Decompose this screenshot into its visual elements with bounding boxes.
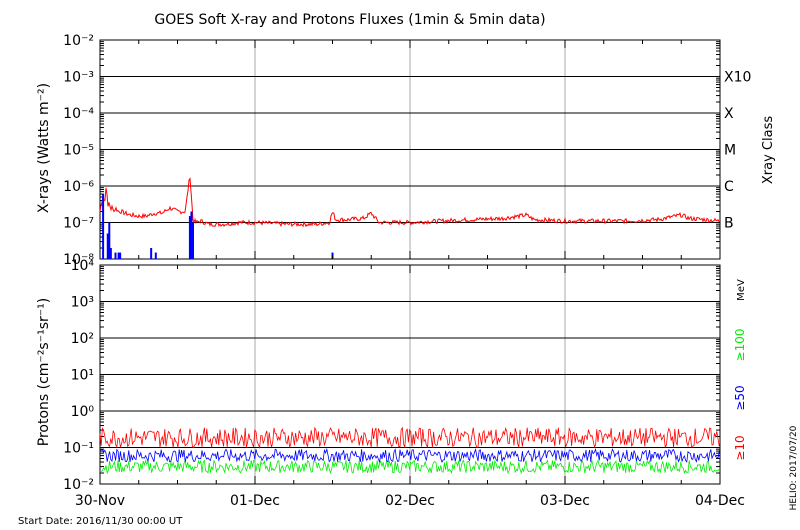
proton-series-0 <box>99 426 720 449</box>
proton-tick-label: 10³ <box>71 295 94 311</box>
xray-tick-label: 10⁻⁶ <box>63 179 94 195</box>
proton-series-1 <box>99 447 720 464</box>
mev-label: MeV <box>736 279 747 301</box>
time-tick-label: 30-Nov <box>75 493 125 509</box>
xray-ylabel: X-rays (Watts m⁻²) <box>36 83 52 213</box>
xray-class-label: Xray Class <box>761 116 776 184</box>
time-axis: 30-Nov 01-Dec 02-Dec 03-Dec 04-Dec <box>75 40 745 509</box>
chart-title: GOES Soft X-ray and Protons Fluxes (1min… <box>154 12 545 28</box>
proton-tick-label: 10⁻¹ <box>63 441 94 457</box>
proton-tick-label: 10⁻² <box>63 477 94 493</box>
xray-class-c: C <box>724 179 734 195</box>
start-date: Start Date: 2016/11/30 00:00 UT <box>18 516 183 527</box>
xray-panel: 10⁻⁸ 10⁻⁷ 10⁻⁶ 10⁻⁵ 10⁻⁴ 10⁻³ 10⁻² B C M X X10 <box>63 33 751 268</box>
xray-tick-label: 10⁻³ <box>63 70 94 86</box>
proton-ylabel: Protons (cm⁻²s⁻¹sr⁻¹) <box>36 298 52 447</box>
xray-tick-label: 10⁻⁵ <box>63 143 94 159</box>
xray-tick-label: 10⁻² <box>63 33 94 49</box>
xray-tick-label: 10⁻⁴ <box>63 106 94 122</box>
xray-class-x: X <box>724 106 734 122</box>
proton-energy-label: ≥10 <box>733 435 747 460</box>
proton-panel: 10⁻² 10⁻¹ 10⁰ 10¹ 10² 10³ 10⁴ ≥10 ≥50 ≥100 <box>63 258 747 493</box>
time-tick-label: 03-Dec <box>540 493 590 509</box>
xray-tick-label: 10⁻⁸ <box>63 252 94 268</box>
time-tick-label: 04-Dec <box>695 493 745 509</box>
proton-tick-label: 10⁴ <box>71 258 95 274</box>
time-tick-label: 02-Dec <box>385 493 435 509</box>
proton-series-2 <box>99 459 720 475</box>
xray-class-m: M <box>724 143 736 159</box>
helio-stamp: HELIO: 2017/07/20 <box>789 425 799 510</box>
xray-class-b: B <box>724 216 734 232</box>
proton-tick-label: 10² <box>71 331 94 347</box>
proton-energy-label: ≥100 <box>733 329 747 362</box>
xray-long-series <box>99 177 721 228</box>
proton-tick-label: 10¹ <box>71 368 94 384</box>
time-tick-label: 01-Dec <box>230 493 280 509</box>
proton-tick-label: 10⁰ <box>71 404 95 420</box>
xray-tick-label: 10⁻⁷ <box>63 216 94 232</box>
proton-energy-label: ≥50 <box>733 385 747 410</box>
xray-class-x10: X10 <box>724 70 751 86</box>
